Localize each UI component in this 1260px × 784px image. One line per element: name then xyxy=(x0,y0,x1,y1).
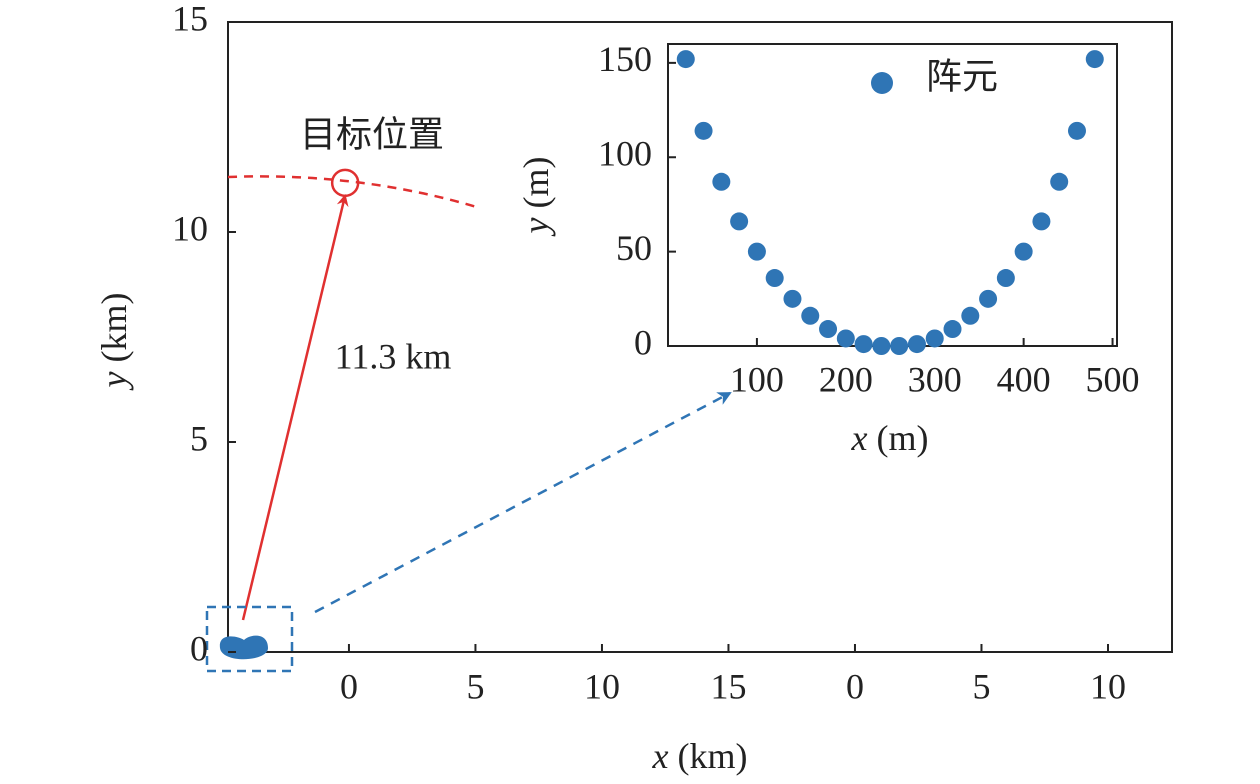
array-blob xyxy=(219,635,268,660)
x-tick-label: 100 xyxy=(730,359,784,399)
main-frame xyxy=(227,21,1173,653)
x-tick-label: 5 xyxy=(972,666,990,706)
y-tick-label: 100 xyxy=(598,134,652,174)
range-arrow xyxy=(241,194,349,621)
point xyxy=(819,320,838,339)
point xyxy=(854,335,873,354)
y-axis-label: y (km) xyxy=(94,293,134,391)
x-tick-label: 0 xyxy=(846,666,864,706)
point xyxy=(907,335,926,354)
inset-bg xyxy=(668,44,1117,346)
x-axis-label: x (km) xyxy=(652,736,748,776)
legend-marker xyxy=(871,72,893,94)
x-tick-label: 400 xyxy=(997,359,1051,399)
point xyxy=(783,289,802,308)
x-tick-label: 10 xyxy=(584,666,620,706)
point xyxy=(676,50,695,69)
point xyxy=(925,329,944,348)
legend-label: 阵元 xyxy=(926,56,998,96)
y-tick-label: 0 xyxy=(634,322,652,362)
x-tick-label: 10 xyxy=(1090,666,1126,706)
point xyxy=(1050,172,1069,191)
point xyxy=(330,168,360,198)
point xyxy=(1085,50,1104,69)
zoom-arrow xyxy=(314,391,732,614)
point xyxy=(836,329,855,348)
point xyxy=(872,337,891,355)
point xyxy=(1032,212,1051,231)
target-label: 目标位置 xyxy=(300,114,444,154)
x-tick-label: 5 xyxy=(466,666,484,706)
point xyxy=(730,212,749,231)
range-label: 11.3 km xyxy=(335,336,452,376)
x-tick-label: 200 xyxy=(819,359,873,399)
point xyxy=(961,306,980,325)
point xyxy=(996,269,1015,288)
inset-y-label: y (m) xyxy=(516,157,556,237)
point xyxy=(712,172,731,191)
y-tick-label: 5 xyxy=(190,418,208,458)
y-tick-label: 10 xyxy=(172,208,208,248)
x-tick-label: 300 xyxy=(908,359,962,399)
y-tick-label: 150 xyxy=(598,39,652,79)
point xyxy=(765,269,784,288)
point xyxy=(801,306,820,325)
point xyxy=(890,337,909,355)
point xyxy=(1014,242,1033,261)
point xyxy=(694,121,713,140)
point xyxy=(943,320,962,339)
point xyxy=(1067,121,1086,140)
y-tick-label: 50 xyxy=(616,228,652,268)
inset-x-label: x (m) xyxy=(851,418,929,458)
y-tick-label: 15 xyxy=(172,0,208,38)
point xyxy=(747,242,766,261)
point xyxy=(979,289,998,308)
x-tick-label: 0 xyxy=(340,666,358,706)
y-tick-label: 0 xyxy=(190,628,208,668)
x-tick-label: 500 xyxy=(1086,359,1140,399)
x-tick-label: 15 xyxy=(710,666,746,706)
